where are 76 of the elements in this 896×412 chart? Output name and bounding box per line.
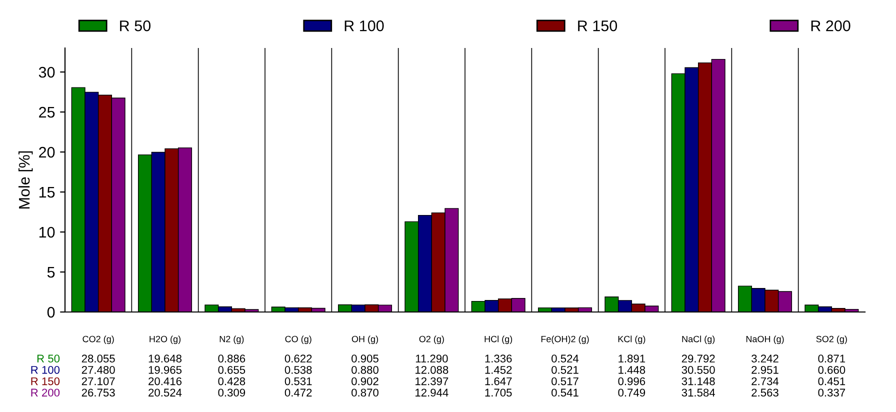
- text: R 50: [37, 354, 60, 363]
- x-tick-label: Fe(OH)2 (g): [541, 336, 589, 344]
- y-axis-title: Mole [%]: [18, 151, 33, 208]
- data-label: 0.538: [284, 366, 312, 374]
- data-label: 0.749: [618, 388, 646, 397]
- data-label: 0.428: [218, 377, 246, 386]
- x-tick-label: HCl (g): [484, 336, 512, 344]
- data-label: 1.647: [485, 377, 512, 386]
- x-tick-label: SO2 (g): [816, 336, 847, 344]
- y-tick-label: 25: [39, 106, 55, 118]
- data-label: 0.524: [552, 354, 579, 363]
- legend-label: R 100: [344, 20, 384, 32]
- data-label: 0.337: [818, 388, 846, 397]
- data-label: 0.517: [552, 377, 578, 386]
- x-tick-label: CO (g): [285, 336, 312, 344]
- y-tick-label: 20: [39, 146, 55, 158]
- data-label: 31.584: [682, 388, 715, 397]
- x-tick-label: NaOH (g): [746, 336, 784, 344]
- x-tick-label: OH (g): [352, 336, 378, 344]
- data-label: 0.902: [352, 377, 378, 386]
- data-label: 30.550: [682, 366, 715, 374]
- text: R 200: [31, 388, 60, 397]
- data-label: 2.951: [752, 366, 778, 374]
- data-label: 1.452: [485, 366, 512, 374]
- legend-label: R 50: [120, 20, 150, 32]
- data-label: 3.242: [752, 354, 778, 363]
- x-tick-label: O2 (g): [419, 336, 444, 344]
- data-label: 1.336: [485, 354, 512, 363]
- data-label: 12.944: [416, 388, 448, 397]
- data-label: 12.397: [416, 377, 448, 386]
- data-label: 28.055: [82, 354, 115, 363]
- x-tick-label: NaCl (g): [682, 336, 715, 344]
- data-label: 19.648: [148, 354, 182, 363]
- y-tick-label: 10: [39, 226, 55, 238]
- data-label: 20.524: [148, 388, 182, 397]
- legend-label: R 150: [578, 20, 618, 32]
- data-label: 1.891: [618, 354, 646, 363]
- data-label: 0.541: [552, 388, 578, 397]
- data-label: 2.563: [752, 388, 778, 397]
- text: R 150: [31, 377, 60, 386]
- data-label: 0.451: [818, 377, 846, 386]
- data-label: 31.148: [682, 377, 715, 386]
- x-tick-label: CO2 (g): [82, 336, 114, 344]
- data-label: 27.107: [82, 377, 115, 386]
- data-label: 0.905: [352, 354, 378, 363]
- data-label: 19.965: [148, 366, 182, 374]
- data-label: 0.622: [284, 354, 312, 363]
- y-tick-label: 30: [38, 66, 55, 78]
- data-label: 0.886: [218, 354, 246, 363]
- y-tick-label: 15: [39, 187, 55, 198]
- data-label: 0.880: [352, 366, 378, 374]
- text: R 100: [31, 366, 60, 374]
- data-label: 1.705: [485, 388, 512, 397]
- data-label: 20.416: [148, 377, 182, 386]
- data-label: 0.996: [618, 377, 646, 386]
- y-tick-label: 5: [47, 267, 55, 278]
- data-label: 12.088: [416, 366, 448, 374]
- x-tick-label: KCl (g): [618, 336, 646, 344]
- data-label: 0.871: [818, 354, 846, 363]
- data-label: 1.448: [618, 366, 646, 374]
- y-tick-label: 0: [47, 306, 55, 318]
- data-label: 0.472: [284, 388, 312, 397]
- data-label: 0.521: [552, 366, 578, 374]
- data-label: 26.753: [82, 388, 115, 397]
- data-label: 0.660: [818, 366, 846, 374]
- data-label: 0.531: [284, 377, 312, 386]
- data-label: 27.480: [82, 366, 115, 374]
- data-label: 0.870: [352, 388, 378, 397]
- data-label: 29.792: [682, 354, 715, 363]
- data-label: 0.309: [218, 388, 246, 397]
- data-label: 11.290: [416, 354, 448, 363]
- data-label: 0.655: [218, 366, 246, 374]
- x-tick-label: H2O (g): [150, 336, 180, 344]
- x-tick-label: N2 (g): [220, 336, 244, 344]
- legend-label: R 200: [811, 20, 850, 32]
- data-label: 2.734: [752, 377, 779, 386]
